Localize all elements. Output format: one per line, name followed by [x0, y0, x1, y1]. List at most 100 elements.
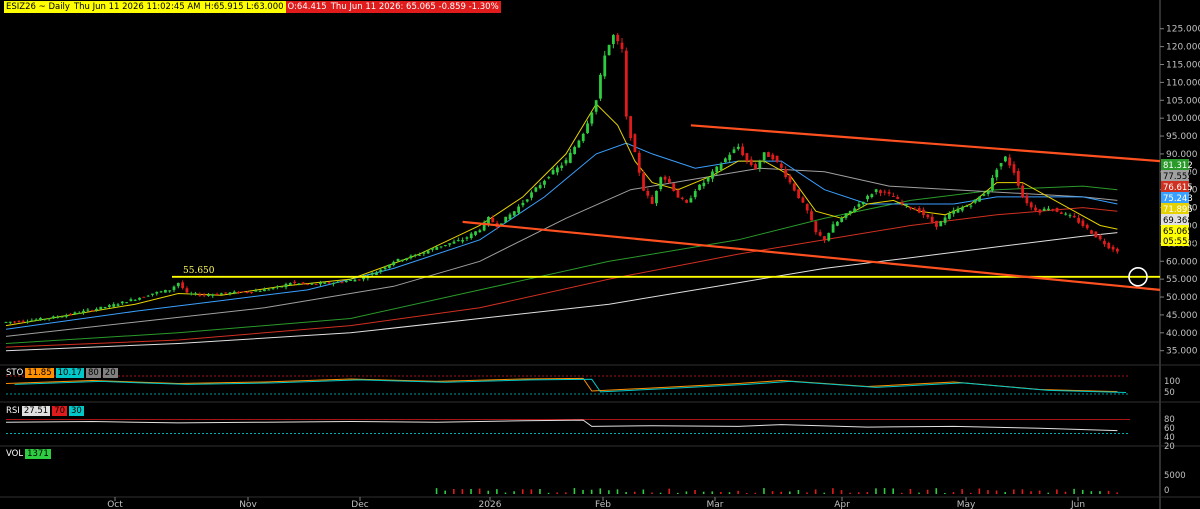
candle-body	[461, 240, 465, 242]
candle-body	[655, 190, 658, 204]
volume-bar	[435, 488, 438, 494]
candle-body	[517, 206, 521, 213]
candle-body	[418, 254, 421, 256]
volume-bar	[702, 491, 705, 494]
volume-bar	[1090, 491, 1093, 494]
ma-value-badge	[1161, 170, 1189, 181]
candle-body	[301, 282, 305, 284]
candle-body	[861, 201, 865, 205]
support-label: 55.650	[183, 266, 215, 276]
volume-bar	[840, 490, 843, 494]
candle-body	[991, 177, 994, 191]
sto-k-line	[5, 377, 1118, 393]
volume-bar	[616, 489, 619, 494]
candle-body	[611, 35, 615, 45]
candle-body	[1103, 240, 1106, 245]
candle-body	[1090, 230, 1093, 234]
volume-bar	[737, 490, 739, 494]
volume-bar	[1021, 489, 1024, 494]
candle-body	[698, 184, 701, 190]
candle-body	[680, 197, 684, 199]
y-tick-label: 105.000	[1166, 96, 1200, 106]
candle-body	[181, 282, 185, 289]
candle-body	[891, 195, 895, 197]
candle-body	[917, 208, 921, 213]
volume-bar	[444, 490, 446, 494]
rsi-hi: 70	[52, 406, 67, 416]
candle-body	[64, 315, 68, 317]
candle-body	[728, 154, 732, 161]
candle-body	[314, 283, 318, 285]
candle-body	[943, 217, 947, 223]
candle-body	[711, 171, 714, 179]
candle-body	[723, 158, 727, 163]
ema-red-line	[5, 207, 1118, 348]
volume-bar	[1047, 492, 1050, 494]
month-label: Oct	[107, 500, 123, 509]
candle-body	[323, 282, 327, 284]
candle-body	[293, 281, 297, 283]
month-label: May	[957, 500, 976, 509]
candle-body	[586, 123, 589, 134]
candle-body	[138, 297, 141, 300]
candle-body	[883, 191, 887, 193]
candle-body	[564, 160, 568, 164]
y-tick-label: 125.000	[1166, 25, 1200, 35]
last-price-label: O:64.415	[285, 1, 329, 13]
sto-k-value: 11.85	[25, 368, 54, 378]
candle-body	[275, 286, 279, 288]
candle-body	[1059, 212, 1063, 214]
y-tick-label: 35.000	[1166, 347, 1198, 357]
candle-body	[749, 159, 753, 166]
candle-body	[396, 258, 400, 262]
sto-hi: 80	[85, 368, 101, 378]
candle-body	[969, 205, 973, 207]
candle-body	[103, 306, 107, 308]
candle-body	[1042, 208, 1046, 211]
volume-bar	[685, 491, 688, 494]
candle-body	[86, 309, 90, 311]
candle-body	[646, 190, 650, 196]
volume-bar	[487, 490, 490, 494]
candle-body	[827, 233, 831, 241]
candle-body	[1025, 195, 1029, 204]
candle-body	[60, 316, 64, 318]
candle-body	[224, 292, 228, 294]
candle-body	[241, 291, 245, 293]
candle-body	[767, 152, 770, 157]
volume-bar	[875, 488, 877, 494]
ma-value-label: 65.065	[1163, 227, 1193, 237]
candle-body	[426, 250, 430, 254]
candle-body	[499, 223, 503, 226]
candle-body	[392, 261, 396, 266]
symbol-label[interactable]: ESIZ26 ~ Daily	[4, 1, 72, 13]
candle-body	[344, 280, 348, 283]
candle-body	[982, 194, 986, 196]
candle-body	[814, 221, 818, 233]
candle-body	[866, 195, 869, 200]
candle-body	[95, 308, 98, 311]
candle-body	[125, 302, 129, 304]
candle-body	[620, 42, 624, 49]
candle-body	[672, 183, 676, 192]
candle-body	[973, 199, 977, 203]
rsi-tick: 40	[1164, 433, 1175, 443]
candle-body	[336, 281, 340, 283]
candle-body	[1098, 235, 1102, 240]
candle-body	[715, 166, 719, 173]
candle-body	[353, 279, 357, 282]
candle-body	[818, 232, 822, 236]
candle-body	[693, 191, 697, 198]
candle-body	[547, 177, 551, 179]
sto-title: STO	[6, 368, 24, 378]
candle-body	[1077, 217, 1081, 223]
candle-body	[667, 178, 671, 183]
rsi-tick: 80	[1164, 415, 1175, 425]
candle-body	[194, 293, 197, 295]
volume-bar	[1064, 491, 1067, 494]
candle-body	[413, 254, 417, 256]
candle-body	[573, 147, 577, 155]
volume-bar	[918, 492, 920, 494]
volume-bar	[1030, 491, 1032, 494]
